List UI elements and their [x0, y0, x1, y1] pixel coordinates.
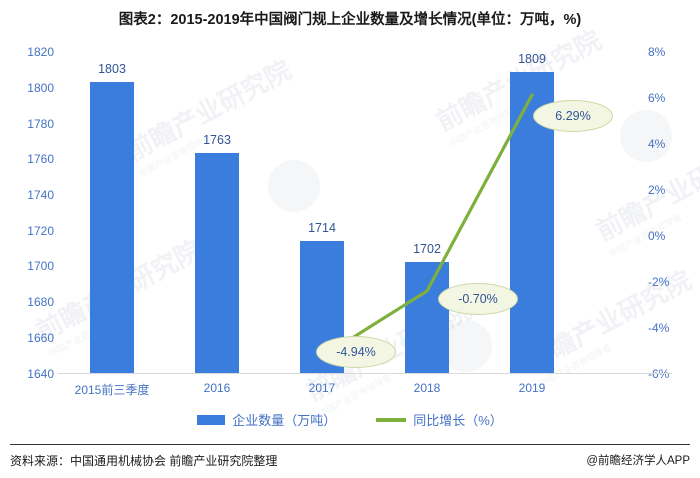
bar-value-label-2015: 1803	[98, 62, 126, 76]
bar-value-label-2019: 1809	[518, 52, 546, 66]
x-axis-tick-2017: 2017	[308, 381, 336, 395]
y-axis-right-tick: -4%	[648, 321, 670, 335]
bar-value-label-2018: 1702	[413, 242, 441, 256]
line-value-callout-2018: -0.70%	[438, 283, 518, 315]
brand-watermark-label: @前瞻经济学人APP	[586, 455, 690, 467]
bar-2015[interactable]	[90, 82, 134, 373]
line-value-callout-2019: 6.29%	[533, 100, 613, 132]
y-axis-left-tick: 1700	[27, 259, 54, 273]
legend-item-line[interactable]: 同比增长（%）	[376, 410, 503, 429]
y-axis-right-tick: 6%	[648, 91, 666, 105]
y-axis-right-tick: 8%	[648, 45, 666, 59]
y-axis-right-tick: 4%	[648, 137, 666, 151]
footer-divider	[10, 444, 690, 445]
x-axis-tick-2016: 2016	[203, 381, 231, 395]
source-note: 资料来源：中国通用机械协会 前瞻产业研究院整理	[10, 454, 278, 468]
y-axis-left-tick: 1760	[27, 152, 54, 166]
y-axis-left-tick: 1660	[27, 331, 54, 345]
legend-item-line-label: 同比增长（%）	[413, 413, 503, 428]
y-axis-left-tick: 1680	[27, 295, 54, 309]
line-value-callout-2017: -4.94%	[316, 336, 396, 368]
y-axis-left-tick: 1740	[27, 188, 54, 202]
y-axis-left-tick: 1800	[27, 81, 54, 95]
legend-item-bar-label: 企业数量（万吨）	[232, 413, 337, 428]
y-axis-left-tick: 1640	[27, 367, 54, 381]
y-axis-right-tick: -2%	[648, 275, 670, 289]
chart-title: 图表2：2015-2019年中国阀门规上企业数量及增长情况(单位：万吨，%)	[118, 12, 582, 28]
bar-2016[interactable]	[195, 153, 239, 373]
y-axis-right-tick: -6%	[648, 367, 670, 381]
legend-item-bar[interactable]: 企业数量（万吨）	[197, 410, 336, 429]
chart-legend: 企业数量（万吨） 同比增长（%）	[0, 410, 700, 429]
legend-line-swatch-icon	[376, 417, 407, 422]
y-axis-right-tick: 2%	[648, 183, 666, 197]
bar-value-label-2016: 1763	[203, 133, 231, 147]
x-axis-line	[58, 373, 672, 374]
legend-bar-swatch-icon	[197, 414, 226, 425]
bar-2018[interactable]	[405, 262, 449, 373]
y-axis-left-tick: 1820	[27, 45, 54, 59]
x-axis-tick-2018: 2018	[413, 381, 441, 395]
y-axis-right-tick: 0%	[648, 229, 666, 243]
y-axis-left-tick: 1720	[27, 224, 54, 238]
x-axis-tick-2019: 2019	[518, 381, 546, 395]
x-axis-tick-2015: 2015前三季度	[74, 383, 150, 397]
y-axis-left-tick: 1780	[27, 117, 54, 131]
bar-value-label-2017: 1714	[308, 221, 336, 235]
